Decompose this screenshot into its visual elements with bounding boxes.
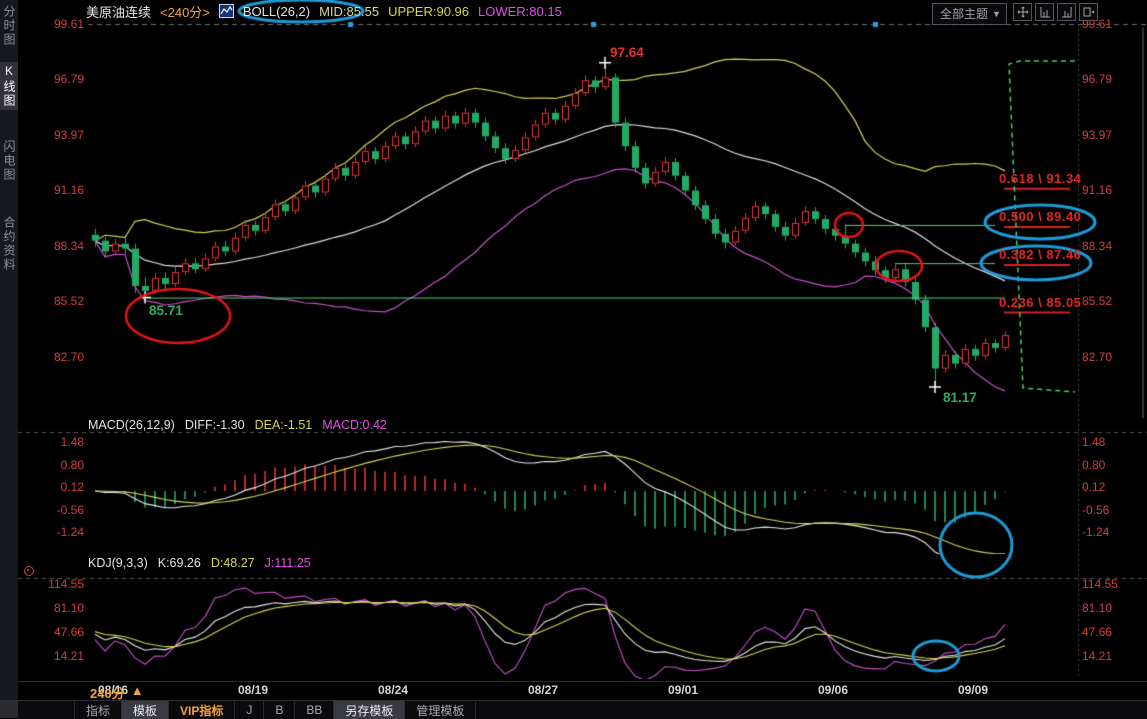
kdj-j-value: J:111.25 [264,556,311,570]
period-label[interactable]: <240分> [160,4,210,20]
theme-dropdown-label: 全部主题 [940,7,989,21]
toolbar-manage-template-button[interactable]: 管理模板 [405,701,477,719]
toolbar-j-button[interactable]: J [235,701,265,719]
kdj-k-value: K:69.26 [157,556,201,570]
boll-lower-value: LOWER:80.15 [478,3,562,19]
boll-upper-value: UPPER:90.96 [388,3,470,19]
chart-header: 美原油连续 <240分> BOLL(26,2) MID:85.55 UPPER:… [86,2,562,20]
sidebar-item-timeshare[interactable]: 分时图 [2,5,16,47]
move-tool-icon[interactable] [1013,3,1032,21]
theme-dropdown[interactable]: 全部主题 ▼ [932,3,1007,25]
kdj-header: KDJ(9,3,3) K:69.26 D:48.27 J:111.25 [88,556,311,570]
toolbar-indicators-button[interactable]: 指标 [74,701,123,719]
kdj-alert-icon [24,566,34,576]
chart-tool-icons [1013,3,1098,21]
toolbar-save-template-button[interactable]: 另存模板 [334,701,406,719]
sidebar-item-contract-info[interactable]: 合约资料 [2,216,16,272]
chevron-down-icon: ▼ [992,8,1001,19]
toolbar-bb-button[interactable]: BB [295,701,335,719]
toolbar-vip-indicators-button[interactable]: VIP指标 [169,701,236,719]
axis-right-scale-icon[interactable] [1057,3,1076,21]
macd-diff-value: DIFF:-1.30 [184,418,245,432]
boll-label: BOLL(26,2) [242,3,311,19]
boll-mid-value: MID:85.55 [319,3,380,19]
sidebar-bottom-box [0,700,18,718]
chart-type-icon[interactable] [218,4,234,18]
triangle-up-icon: ▲ [130,683,144,698]
sidebar-item-lightning[interactable]: 闪电图 [2,140,16,182]
sidebar-item-kline[interactable]: K线图 [0,62,18,110]
axis-left-scale-icon[interactable] [1035,3,1054,21]
left-sidebar: 分时图 K线图 闪电图 合约资料 [0,0,18,718]
period-selector[interactable]: 240分 ▲ [90,683,144,702]
x-axis-separator [18,681,1147,682]
toolbar-template-button[interactable]: 模板 [122,701,170,719]
kdj-d-value: D:48.27 [210,556,255,570]
expand-panel-icon[interactable] [1079,3,1098,21]
macd-macd-value: MACD:0.42 [322,418,387,432]
macd-dea-value: DEA:-1.51 [254,418,313,432]
bottom-toolbar: 指标 模板 VIP指标 J B BB 另存模板 管理模板 [18,700,1147,719]
toolbar-b-button[interactable]: B [264,701,296,719]
macd-header: MACD(26,12,9) DIFF:-1.30 DEA:-1.51 MACD:… [88,418,387,432]
macd-title: MACD(26,12,9) [88,418,175,432]
symbol-name: 美原油连续 [86,4,152,20]
kdj-title: KDJ(9,3,3) [88,556,148,570]
period-selector-label: 240分 [90,686,125,701]
